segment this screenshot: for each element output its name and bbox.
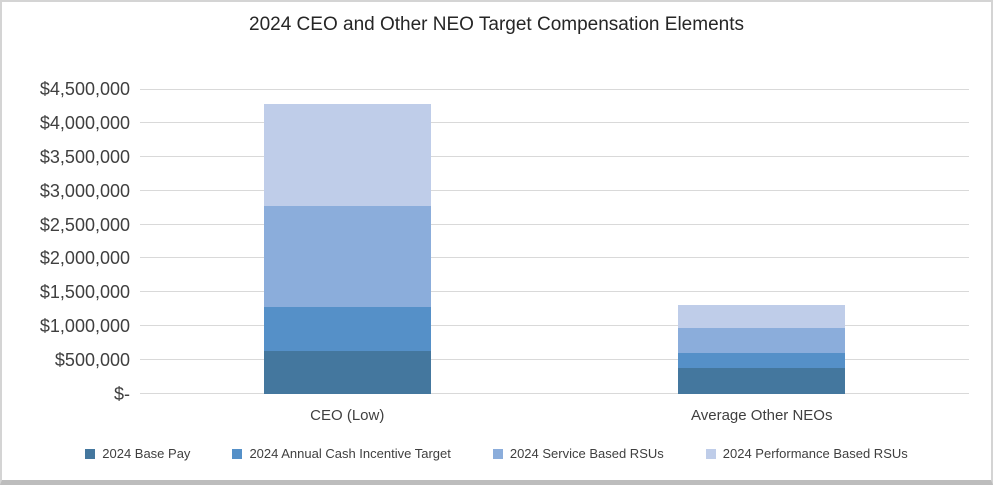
gridline [140,359,969,361]
chart-title: 2024 CEO and Other NEO Target Compensati… [2,11,991,39]
bar-segment [263,205,431,308]
y-tick-label: $3,500,000 [39,146,130,167]
gridline [140,325,969,327]
gridline [140,257,969,259]
gridline [140,223,969,225]
gridline [140,89,969,90]
plot-area [140,89,969,394]
legend-label: 2024 Base Pay [102,446,191,461]
legend-label: 2024 Annual Cash Incentive Target [249,446,451,461]
legend-item: 2024 Annual Cash Incentive Target [232,446,451,461]
bar-segment [678,328,846,353]
y-tick-label: $2,000,000 [39,248,130,269]
y-tick-label: $500,000 [54,350,130,371]
gridline [140,189,969,191]
legend-marker-icon [85,448,96,459]
legend-marker-icon [232,448,243,459]
legend-item: 2024 Base Pay [85,446,190,461]
bar-segment [678,304,846,329]
bar-segment [263,307,431,351]
bar-segment [678,352,846,368]
gridline [140,393,969,394]
stacked-bar [263,103,431,394]
y-tick-label: $4,000,000 [39,112,130,133]
bar-segment [678,367,846,394]
legend: 2024 Base Pay 2024 Annual Cash Incentive … [2,446,991,461]
bar-segment [263,350,431,394]
legend-item: 2024 Service Based RSUs [492,446,664,461]
y-tick-label: $- [113,384,130,404]
legend-item: 2024 Performance Based RSUs [705,446,908,461]
y-tick-label: $3,000,000 [39,180,130,201]
y-tick-label: $4,500,000 [39,79,130,99]
legend-label: 2024 Service Based RSUs [509,446,664,461]
y-tick-label: $1,500,000 [39,282,130,303]
y-axis: $- $500,000 $1,000,000 $1,500,000 $2,000,000… [2,2,130,480]
chart-title-text: 2024 CEO and Other NEO Target Compensati… [249,14,744,35]
y-tick-label: $2,500,000 [39,214,130,235]
legend-label: 2024 Performance Based RSUs [722,446,908,461]
gridline [140,155,969,157]
gridline [140,121,969,123]
y-tick-label: $1,000,000 [39,316,130,337]
legend-marker-icon [705,448,716,459]
x-category-label: Average Other NEOs [691,407,833,424]
x-category-label: CEO (Low) [310,407,385,424]
legend-marker-icon [492,448,503,459]
x-axis: CEO (Low) Average Other NEOs [2,407,991,427]
stacked-bar [678,304,846,394]
bar-segment [263,103,431,206]
gridline [140,291,969,293]
